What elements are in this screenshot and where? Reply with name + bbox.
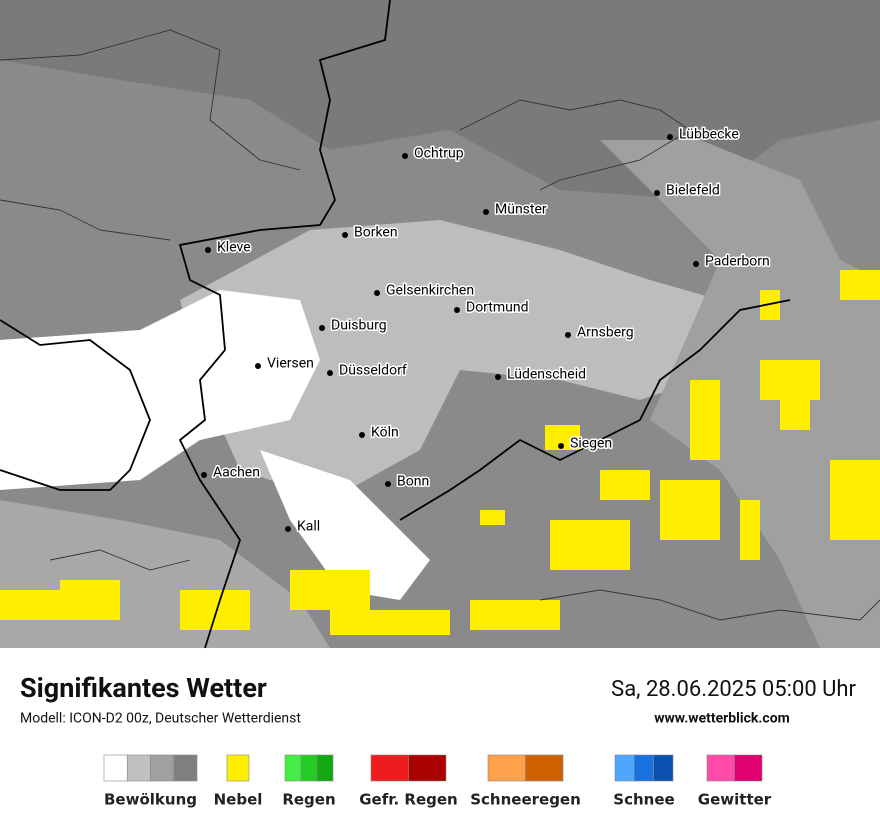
region-lines: [0, 29, 880, 621]
city-label: Viersen: [267, 356, 314, 372]
city-dot: [654, 190, 660, 196]
legend-swatch: [408, 754, 447, 782]
legend-swatch: [487, 754, 526, 782]
legend-swatch: [300, 754, 318, 782]
city-label: Arnsberg: [577, 325, 634, 341]
city-dot: [201, 472, 207, 478]
city-dot: [342, 232, 348, 238]
legend-label: Gewitter: [698, 791, 772, 809]
legend-label: Regen: [282, 791, 335, 809]
city-label: Dortmund: [466, 300, 528, 316]
city-dot: [374, 290, 380, 296]
city-dot: [667, 134, 673, 140]
legend-swatch: [284, 754, 302, 782]
legend-swatch: [370, 754, 409, 782]
city-label: Lübbecke: [679, 127, 739, 143]
legend-swatch: [634, 754, 654, 782]
city-label: Bonn: [397, 474, 429, 490]
legend-swatch: [614, 754, 635, 782]
city-dot: [359, 432, 365, 438]
legend-label: Bewölkung: [104, 791, 197, 809]
legend-swatch: [525, 754, 564, 782]
city-label: Münster: [495, 202, 547, 218]
city-label: Duisburg: [331, 318, 387, 334]
city-dot: [565, 332, 571, 338]
city-label: Aachen: [213, 465, 260, 481]
legend-label: Schneeregen: [470, 791, 581, 809]
city-label: Düsseldorf: [339, 363, 407, 379]
city-dot: [402, 153, 408, 159]
fog-patches: [0, 270, 880, 635]
city-dot: [285, 526, 291, 532]
city-dot: [693, 261, 699, 267]
city-dot: [558, 443, 564, 449]
datetime: Sa, 28.06.2025 05:00 Uhr: [611, 677, 856, 702]
city-label: Bielefeld: [666, 183, 720, 199]
cloud-light: [180, 220, 760, 500]
city-label: Köln: [371, 425, 399, 441]
legend-swatch: [226, 754, 250, 782]
city-label: Kleve: [217, 240, 251, 256]
legend-label: Gefr. Regen: [359, 791, 458, 809]
city-label: Paderborn: [705, 254, 770, 270]
city-dot: [319, 325, 325, 331]
legend-swatch: [653, 754, 674, 782]
legend-label: Schnee: [613, 791, 674, 809]
city-dot: [327, 370, 333, 376]
city-dot: [255, 363, 261, 369]
city-label: Ochtrup: [414, 146, 464, 162]
cloud-free: [260, 450, 430, 600]
legend-swatch: [316, 754, 334, 782]
city-dot: [205, 247, 211, 253]
city-dot: [495, 374, 501, 380]
city-label: Borken: [354, 225, 398, 241]
cloud-medium: [600, 140, 880, 648]
legend-swatch: [734, 754, 763, 782]
city-label: Lüdenscheid: [507, 367, 586, 383]
legend-swatch: [150, 754, 175, 782]
city-dot: [385, 481, 391, 487]
subtitle: Modell: ICON-D2 00z, Deutscher Wetterdie…: [20, 711, 301, 727]
city-label: Gelsenkirchen: [386, 283, 474, 299]
legend-label: Nebel: [214, 791, 263, 809]
title: Signifikantes Wetter: [20, 672, 267, 704]
cloud-free: [0, 290, 320, 490]
legend-swatch: [173, 754, 198, 782]
legend-swatch: [706, 754, 735, 782]
borders: [0, 0, 791, 649]
city-dot: [454, 307, 460, 313]
website: www.wetterblick.com: [654, 711, 790, 727]
legend-swatch: [103, 754, 128, 782]
city-label: Siegen: [570, 436, 612, 452]
city-dot: [483, 209, 489, 215]
legend-swatch: [126, 754, 151, 782]
city-label: Kall: [297, 519, 320, 535]
